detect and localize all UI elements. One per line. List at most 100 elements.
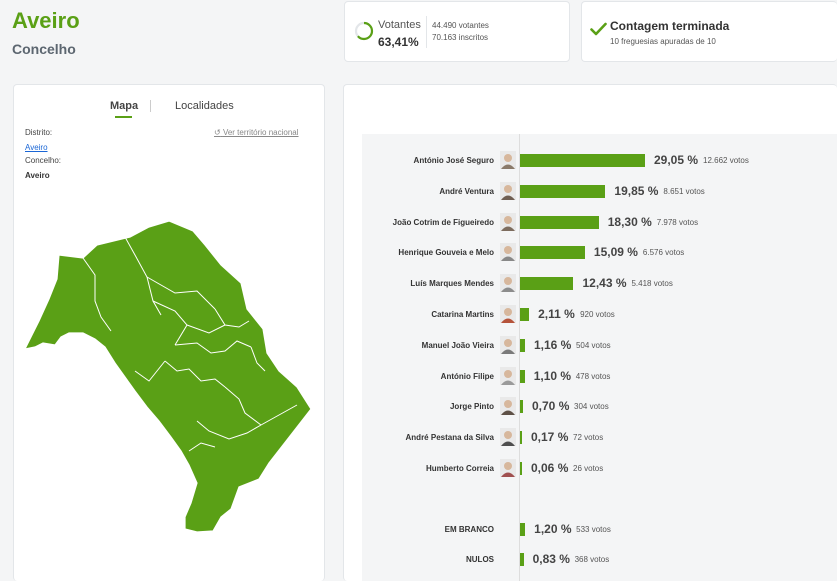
- other-votes-bar: [520, 553, 524, 566]
- candidate-avatar-icon: [500, 151, 516, 169]
- candidate-percent: 1,16 %: [534, 338, 571, 352]
- candidate-votes: 920 votos: [580, 310, 615, 319]
- candidate-row[interactable]: António Filipe 1,10 % 478 votos: [344, 366, 837, 386]
- tab-separator: [150, 100, 151, 112]
- count-status-subtitle: 10 freguesias apuradas de 10: [610, 37, 716, 46]
- tab-localities[interactable]: Localidades: [175, 100, 234, 112]
- candidate-name: António Filipe: [441, 372, 494, 381]
- candidate-name: André Ventura: [439, 187, 494, 196]
- candidate-votes: 26 votos: [573, 464, 603, 473]
- candidate-row[interactable]: Luís Marques Mendes 12,43 % 5.418 votos: [344, 273, 837, 293]
- candidate-bar: [520, 431, 522, 444]
- candidate-avatar-icon: [500, 397, 516, 415]
- map-region-outline[interactable]: [25, 221, 311, 532]
- turnout-ring-icon: [354, 21, 374, 41]
- candidate-name: Catarina Martins: [431, 310, 494, 319]
- candidate-votes: 7.978 votos: [657, 218, 698, 227]
- other-votes-row[interactable]: NULOS 0,83 % 368 votos: [344, 549, 837, 569]
- candidate-name: Humberto Correia: [426, 464, 494, 473]
- other-votes-count: 368 votos: [575, 555, 610, 564]
- candidate-percent: 1,10 %: [534, 369, 571, 383]
- other-votes-count: 533 votos: [576, 525, 611, 534]
- candidate-votes: 8.651 votos: [663, 187, 704, 196]
- candidate-votes: 72 votos: [573, 433, 603, 442]
- page-title: Aveiro: [12, 8, 80, 34]
- count-status-title: Contagem terminada: [610, 19, 729, 33]
- candidate-row[interactable]: Catarina Martins2,11 %920 votos: [344, 304, 837, 324]
- candidate-bar: [520, 277, 573, 290]
- turnout-percent: 63,41%: [378, 35, 419, 49]
- tab-map[interactable]: Mapa: [110, 100, 138, 112]
- candidate-percent: 15,09 %: [594, 245, 638, 259]
- candidate-bar: [520, 308, 529, 321]
- candidate-name: Luís Marques Mendes: [410, 279, 494, 288]
- map-panel: Mapa Localidades Distrito: Aveiro Concel…: [13, 84, 325, 581]
- other-votes-row[interactable]: EM BRANCO 1,20 % 533 votos: [344, 519, 837, 539]
- turnout-divider: [426, 16, 427, 48]
- candidate-row[interactable]: Jorge Pinto0,70 %304 votos: [344, 396, 837, 416]
- results-axis-line: [519, 134, 520, 581]
- candidate-percent: 18,30 %: [608, 215, 652, 229]
- results-chart-area: [362, 134, 837, 581]
- candidate-avatar-icon: [500, 305, 516, 323]
- candidate-name: Jorge Pinto: [450, 402, 494, 411]
- national-territory-link[interactable]: ↺ Ver território nacional: [214, 128, 299, 137]
- municipality-value: Aveiro: [25, 171, 50, 180]
- candidate-row[interactable]: João Cotrim de Figueiredo 18,30 % 7.978 vo…: [344, 212, 837, 232]
- candidate-avatar-icon: [500, 243, 516, 261]
- candidate-percent: 0,17 %: [531, 430, 568, 444]
- turnout-voters: 44.490 votantes: [432, 21, 489, 30]
- other-votes-name: EM BRANCO: [445, 525, 494, 534]
- candidate-votes: 504 votos: [576, 341, 611, 350]
- candidate-bar: [520, 246, 585, 259]
- results-panel: António José Seguro29,05 %12.662 votosAn…: [343, 84, 837, 581]
- candidate-row[interactable]: Manuel João Vieira 1,16 % 504 votos: [344, 335, 837, 355]
- candidate-name: António José Seguro: [414, 156, 494, 165]
- candidate-avatar-icon: [500, 336, 516, 354]
- page-subtitle: Concelho: [12, 41, 76, 57]
- candidate-bar: [520, 154, 645, 167]
- candidate-votes: 12.662 votos: [703, 156, 749, 165]
- turnout-label: Votantes: [378, 19, 421, 31]
- candidate-avatar-icon: [500, 182, 516, 200]
- candidate-name: João Cotrim de Figueiredo: [393, 218, 494, 227]
- other-votes-name: NULOS: [466, 555, 494, 564]
- candidate-avatar-icon: [500, 213, 516, 231]
- candidate-bar: [520, 370, 525, 383]
- candidate-avatar-icon: [500, 274, 516, 292]
- candidate-name: Henrique Gouveia e Melo: [398, 248, 494, 257]
- other-votes-percent: 0,83 %: [533, 552, 570, 566]
- tab-map-underline: [115, 116, 132, 118]
- count-status-card: Contagem terminada 10 freguesias apurada…: [581, 1, 837, 62]
- candidate-row[interactable]: André Pestana da Silva 0,17 % 72 votos: [344, 427, 837, 447]
- candidate-name: André Pestana da Silva: [406, 433, 494, 442]
- candidate-votes: 5.418 votos: [631, 279, 672, 288]
- turnout-registered: 70.163 inscritos: [432, 33, 488, 42]
- candidate-row[interactable]: André Ventura19,85 %8.651 votos: [344, 181, 837, 201]
- candidate-row[interactable]: António José Seguro 29,05 % 12.662 votos: [344, 150, 837, 170]
- candidate-row[interactable]: Henrique Gouveia e Melo 15,09 % 6.576 voto…: [344, 242, 837, 262]
- candidate-bar: [520, 462, 522, 475]
- municipality-label: Concelho:: [25, 156, 61, 165]
- candidate-bar: [520, 400, 523, 413]
- other-votes-percent: 1,20 %: [534, 522, 571, 536]
- candidate-avatar-icon: [500, 459, 516, 477]
- candidate-avatar-icon: [500, 428, 516, 446]
- candidate-votes: 304 votos: [574, 402, 609, 411]
- candidate-bar: [520, 216, 599, 229]
- candidate-percent: 29,05 %: [654, 153, 698, 167]
- district-link[interactable]: Aveiro: [25, 143, 48, 152]
- check-icon: [590, 22, 607, 36]
- municipality-map[interactable]: [25, 221, 315, 533]
- candidate-name: Manuel João Vieira: [422, 341, 494, 350]
- candidate-bar: [520, 185, 605, 198]
- candidate-percent: 12,43 %: [582, 276, 626, 290]
- district-label: Distrito:: [25, 128, 52, 137]
- candidate-votes: 478 votos: [576, 372, 611, 381]
- candidate-votes: 6.576 votos: [643, 248, 684, 257]
- undo-arrow-icon: ↺: [214, 128, 221, 137]
- candidate-row[interactable]: Humberto Correia0,06 %26 votos: [344, 458, 837, 478]
- candidate-bar: [520, 339, 525, 352]
- national-territory-label: Ver território nacional: [223, 128, 299, 137]
- other-votes-bar: [520, 523, 525, 536]
